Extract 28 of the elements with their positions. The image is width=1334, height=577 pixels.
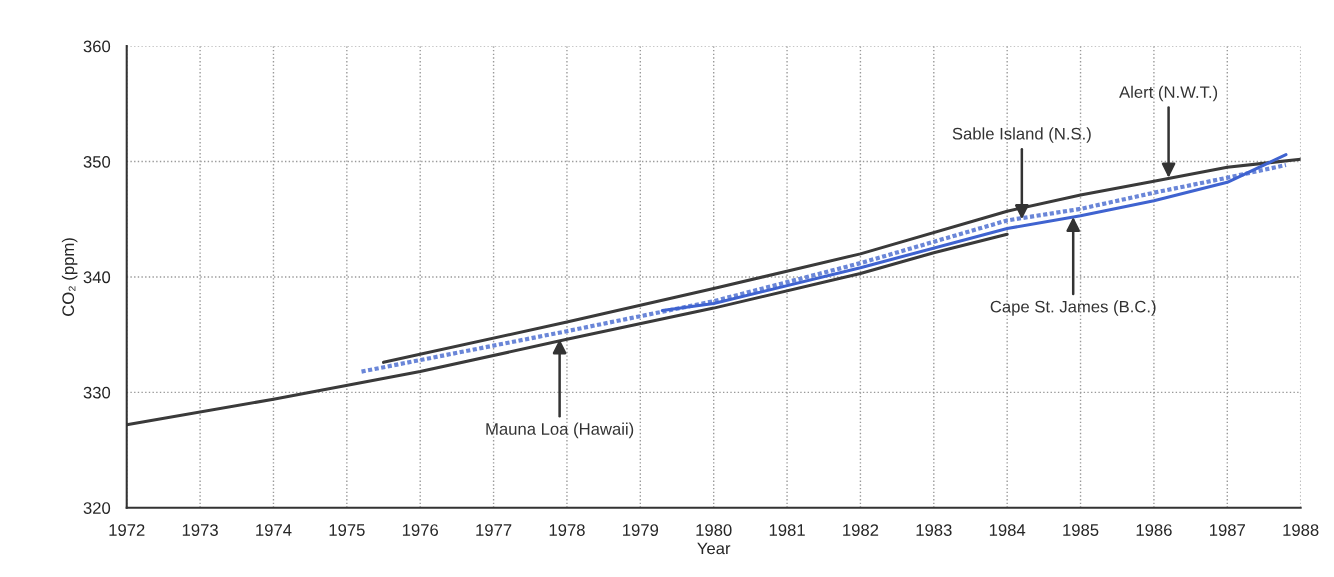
- x-tick-label: 1977: [476, 524, 512, 536]
- x-tick-label: 1981: [769, 524, 805, 536]
- y-axis-title: CO₂ (ppm): [61, 238, 78, 316]
- y-tick-label: 340: [83, 271, 111, 284]
- annotation: Cape St. James (B.C.): [990, 300, 1156, 316]
- x-tick-label: 1974: [256, 524, 292, 536]
- y-tick-label: 330: [83, 386, 111, 399]
- x-tick-label: 1983: [916, 524, 952, 536]
- x-tick-label: 1984: [989, 524, 1026, 536]
- x-tick-label: 1987: [1210, 524, 1245, 536]
- annotation: Mauna Loa (Hawaii): [486, 422, 634, 439]
- x-tick-label: 1985: [1063, 524, 1099, 536]
- x-tick-label: 1972: [109, 524, 145, 536]
- x-axis-title: Year: [697, 542, 731, 555]
- annotation: Alert (N.W.T.): [1119, 85, 1218, 102]
- x-tick-label: 1979: [623, 524, 659, 536]
- x-tick-label: 1980: [696, 524, 732, 536]
- x-tick-label: 1973: [182, 524, 218, 536]
- x-tick-label: 1975: [329, 524, 365, 536]
- y-tick-label: 360: [83, 40, 111, 53]
- x-tick-label: 1988: [1283, 524, 1319, 536]
- x-tick-label: 1978: [549, 524, 585, 536]
- x-tick-label: 1976: [402, 524, 439, 536]
- y-tick-label: 320: [83, 502, 111, 514]
- x-tick-label: 1982: [843, 524, 879, 536]
- x-tick-label: 1986: [1136, 524, 1172, 536]
- annotation: Sable Island (N.S.): [952, 127, 1091, 143]
- y-tick-label: 350: [83, 155, 111, 168]
